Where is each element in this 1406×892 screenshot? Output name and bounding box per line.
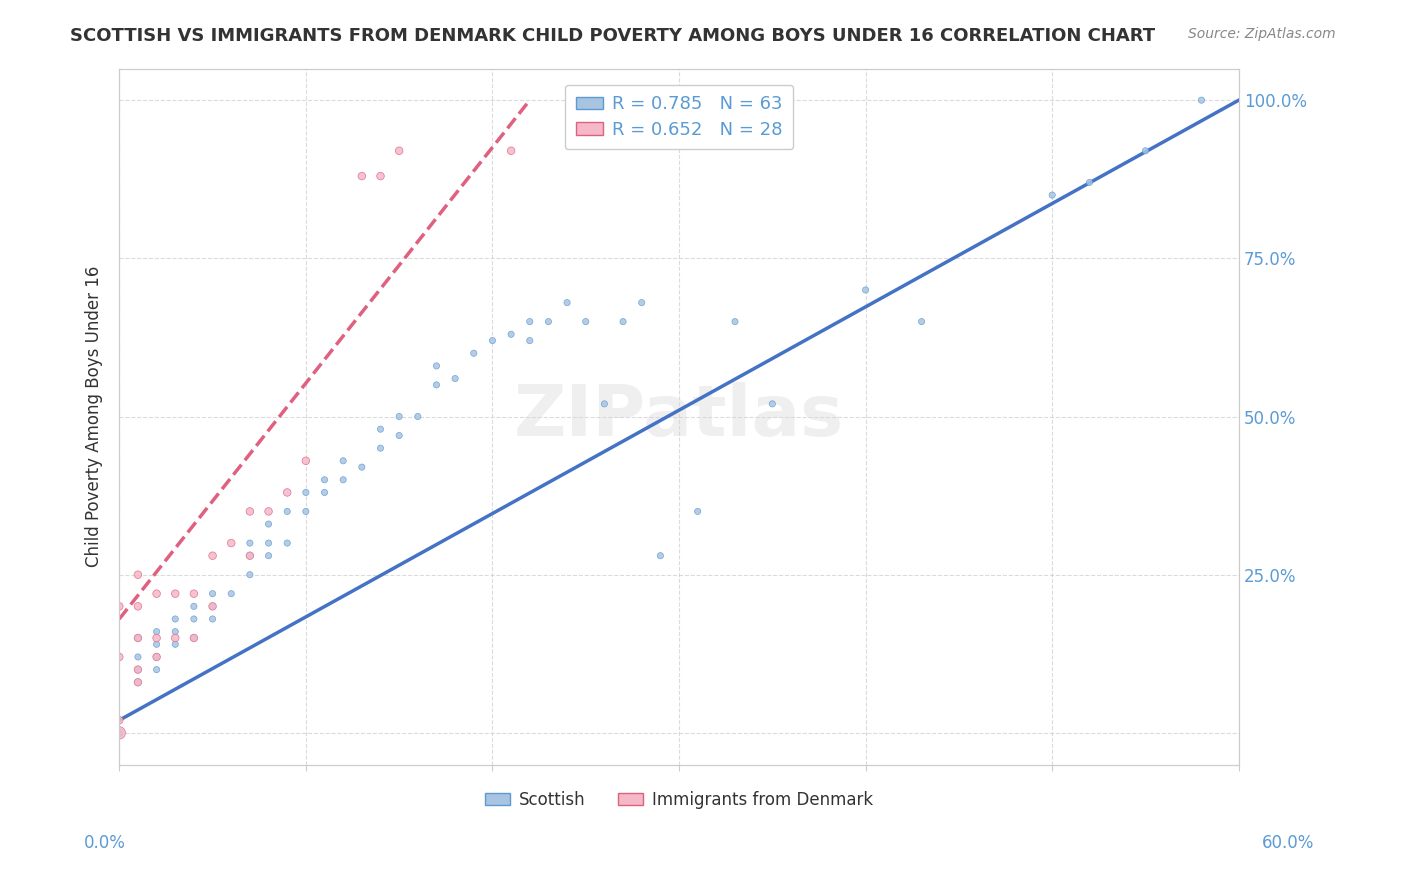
Point (501, 327, 523, 342)
Point (370, 169, 392, 183)
Point (350, 460, 373, 475)
Point (724, 315, 747, 329)
Point (183, 631, 205, 645)
Point (612, 315, 634, 329)
Point (127, 649, 149, 664)
Point (127, 599, 149, 614)
Point (388, 428, 411, 442)
Point (481, 334, 503, 348)
Point (127, 631, 149, 645)
Point (239, 504, 262, 518)
Point (145, 637, 167, 651)
Point (761, 397, 783, 411)
Point (350, 169, 373, 183)
Point (276, 504, 298, 518)
Point (145, 649, 167, 664)
Point (257, 517, 280, 532)
Text: 0.0%: 0.0% (84, 834, 127, 852)
Point (388, 409, 411, 424)
Point (201, 549, 224, 563)
Point (127, 663, 149, 677)
Point (201, 612, 224, 626)
Point (463, 346, 485, 360)
Point (145, 631, 167, 645)
Point (276, 485, 298, 500)
Point (145, 663, 167, 677)
Point (519, 334, 541, 348)
Point (183, 599, 205, 614)
Point (295, 504, 318, 518)
Point (501, 144, 523, 158)
Point (575, 315, 598, 329)
Point (165, 624, 187, 639)
Text: ZIPatlas: ZIPatlas (515, 382, 844, 451)
Point (201, 587, 224, 601)
Point (108, 726, 131, 740)
Point (295, 485, 318, 500)
Point (219, 587, 242, 601)
Point (257, 549, 280, 563)
Text: SCOTTISH VS IMMIGRANTS FROM DENMARK CHILD POVERTY AMONG BOYS UNDER 16 CORRELATIO: SCOTTISH VS IMMIGRANTS FROM DENMARK CHIL… (70, 27, 1156, 45)
Point (183, 612, 205, 626)
Point (239, 567, 262, 582)
Point (370, 441, 392, 455)
Legend: Scottish, Immigrants from Denmark: Scottish, Immigrants from Denmark (478, 784, 880, 815)
Point (332, 454, 354, 468)
Point (555, 295, 578, 310)
Point (127, 567, 149, 582)
Point (165, 637, 187, 651)
Point (183, 587, 205, 601)
Point (314, 473, 336, 487)
Point (855, 283, 877, 297)
Point (108, 599, 131, 614)
Point (593, 397, 616, 411)
Point (145, 587, 167, 601)
Point (108, 726, 131, 740)
Point (444, 371, 467, 385)
Point (1078, 175, 1101, 189)
Y-axis label: Child Poverty Among Boys Under 16: Child Poverty Among Boys Under 16 (86, 266, 103, 567)
Point (332, 473, 354, 487)
Point (183, 631, 205, 645)
Point (519, 315, 541, 329)
Point (686, 504, 709, 518)
Point (165, 631, 187, 645)
Point (165, 612, 187, 626)
Point (145, 649, 167, 664)
Point (406, 409, 429, 424)
Point (127, 663, 149, 677)
Point (257, 504, 280, 518)
Point (650, 549, 672, 563)
Point (537, 315, 560, 329)
Point (239, 536, 262, 550)
Point (201, 599, 224, 614)
Point (165, 587, 187, 601)
Point (127, 675, 149, 690)
Point (630, 295, 652, 310)
Point (127, 631, 149, 645)
Point (295, 454, 318, 468)
Point (219, 536, 242, 550)
Point (127, 675, 149, 690)
Point (108, 713, 131, 727)
Point (1040, 188, 1063, 202)
Point (1191, 93, 1213, 107)
Point (201, 599, 224, 614)
Text: Source: ZipAtlas.com: Source: ZipAtlas.com (1188, 27, 1336, 41)
Point (425, 377, 447, 392)
Point (1135, 144, 1157, 158)
Point (910, 315, 932, 329)
Point (108, 649, 131, 664)
Point (239, 549, 262, 563)
Point (276, 536, 298, 550)
Text: 60.0%: 60.0% (1263, 834, 1315, 852)
Point (314, 485, 336, 500)
Point (388, 144, 411, 158)
Point (145, 624, 167, 639)
Point (239, 549, 262, 563)
Point (257, 536, 280, 550)
Point (370, 422, 392, 436)
Point (425, 359, 447, 373)
